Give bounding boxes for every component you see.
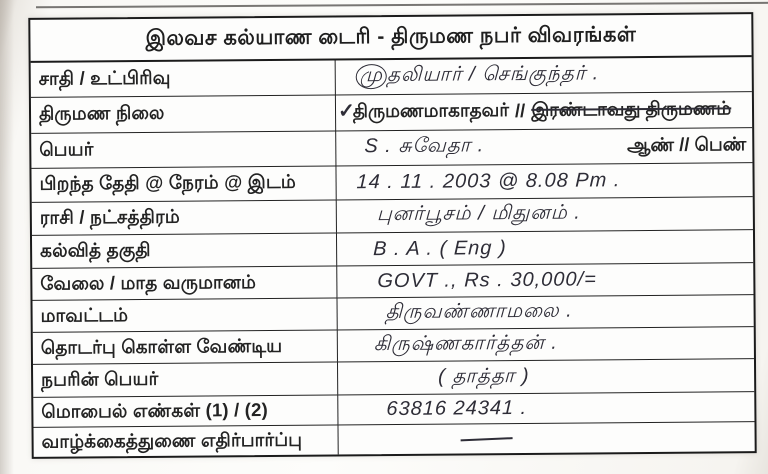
rasi-handwritten-value: புனர்பூசம் / மிதுனம் . [376, 201, 582, 226]
marriage-details-form: இலவச கல்யாண டைரி - திருமண நபர் விவரங்கள்… [28, 12, 757, 459]
district-value-cell: திருவண்ணாமலை . [337, 295, 753, 329]
contact-relation-value-cell: ( தாத்தா ) [338, 360, 754, 395]
birth-label: பிறந்த தேதி @ நேரம் @ இடம் [31, 166, 337, 202]
checkmark-icon: ✓ [337, 100, 355, 123]
table-row-name: பெயர் S . சுவேதா . ஆண் // பெண் [31, 128, 753, 169]
contact-relation-handwritten-value: ( தாத்தா ) [437, 364, 530, 388]
birth-handwritten-value: 14 . 11 . 2003 @ 8.08 Pm . [356, 169, 621, 194]
marital-option-separator: // [514, 100, 526, 122]
table-row-marital-status: திருமண நிலை ✓ திருமணமாகாதவர் // இரண்டாவத… [30, 92, 753, 134]
contact-person-label-line1: தொடர்பு கொள்ள வேண்டிய [32, 330, 338, 365]
contact-person-value-cell: கிருஷ்ணகார்த்தன் . [338, 328, 754, 362]
name-handwritten-value: S . சுவேதா . [364, 134, 485, 158]
form-rows: சாதி / உட்பிரிவு மு தலியார் / செங்குந்தர்… [30, 57, 755, 457]
blank-dash-mark [460, 436, 513, 442]
caste-value-rest: தலியார் / செங்குந்தர் . [386, 62, 600, 87]
name-value-cell: S . சுவேதா . ஆண் // பெண் [336, 128, 752, 165]
partner-expectation-value-cell [338, 423, 754, 455]
paper-shadow [0, 0, 14, 474]
job-income-label: வேலை / மாத வருமானம் [32, 266, 338, 301]
caste-value-cell: மு தலியார் / செங்குந்தர் . [336, 57, 752, 94]
district-handwritten-value: திருவண்ணாமலை . [385, 299, 574, 324]
partner-expectation-label: வாழ்க்கைத்துணை எதிர்பார்ப்பு [33, 425, 339, 457]
marital-status-label: திருமண நிலை [30, 95, 337, 133]
form-title: இலவச கல்யாண டைரி - திருமண நபர் விவரங்கள் [145, 22, 637, 50]
birth-value-cell: 14 . 11 . 2003 @ 8.08 Pm . [336, 163, 752, 199]
education-value-cell: B . A . ( Eng ) [337, 230, 753, 265]
district-label: மாவட்டம் [32, 298, 338, 333]
marital-option-unmarried: திருமணமாகாதவர் [352, 99, 510, 122]
caste-handwritten-value: மு தலியார் / செங்குந்தர் . [355, 62, 600, 90]
education-label: கல்வித் தகுதி [31, 233, 338, 268]
table-row-partner-expectation: வாழ்க்கைத்துணை எதிர்பார்ப்பு [33, 423, 755, 457]
page-top-edge-line [36, 1, 768, 9]
gender-options-printed: ஆண் // பெண் [627, 133, 747, 156]
marital-status-value-cell: ✓ திருமணமாகாதவர் // இரண்டாவது திருமணம் [336, 92, 752, 130]
caste-label: சாதி / உட்பிரிவு [30, 60, 336, 97]
mobile-label: மொபைல் எண்கள் (1) / (2) [33, 395, 339, 428]
table-row-caste: சாதி / உட்பிரிவு மு தலியார் / செங்குந்தர்… [30, 57, 752, 98]
education-handwritten-value: B . A . ( Eng ) [372, 236, 507, 260]
form-title-row: இலவச கல்யாண டைரி - திருமண நபர் விவரங்கள் [30, 14, 752, 63]
job-income-handwritten-value: GOVT ., Rs . 30,000/= [377, 268, 598, 293]
job-income-value-cell: GOVT ., Rs . 30,000/= [337, 263, 753, 297]
mobile-handwritten-value: 63816 24341 . [386, 397, 528, 421]
contact-person-label-line2: நபரின் பெயர் [33, 362, 339, 398]
table-row-birth: பிறந்த தேதி @ நேரம் @ இடம் 14 . 11 . 200… [31, 163, 753, 203]
marital-option-second-marriage: இரண்டாவது திருமணம் [531, 97, 732, 121]
circled-letter: மு [355, 64, 388, 90]
name-label: பெயர் [31, 131, 337, 168]
mobile-value-cell: 63816 24341 . [338, 392, 754, 424]
rasi-value-cell: புனர்பூசம் / மிதுனம் . [337, 197, 753, 232]
contact-person-handwritten-value: கிருஷ்ணகார்த்தன் . [373, 332, 559, 356]
rasi-label: ராசி / நட்சத்திரம் [31, 200, 337, 235]
